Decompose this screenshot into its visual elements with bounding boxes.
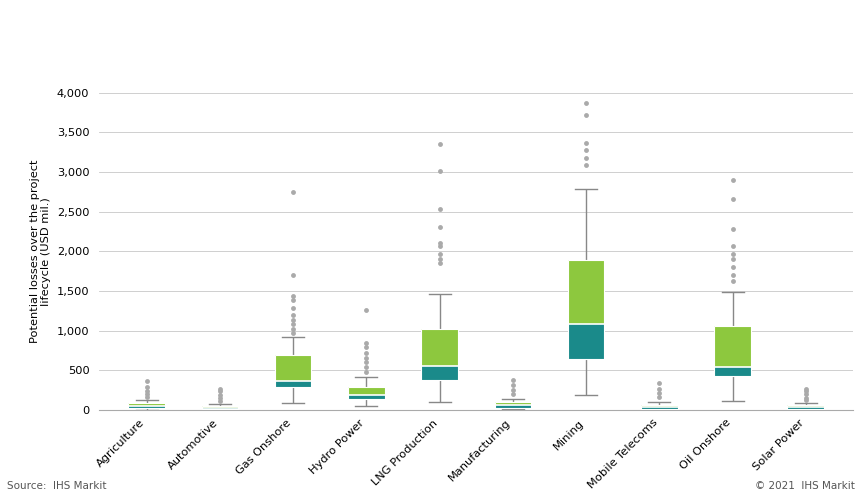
Bar [567,260,604,359]
Bar [128,404,164,408]
Bar [275,355,311,380]
Bar [567,324,604,359]
Bar [275,355,311,387]
Bar [348,386,384,396]
Text: 2021: 2021 [9,52,44,64]
Bar [128,404,164,406]
Bar [421,329,457,366]
Bar [494,402,530,405]
Bar [787,407,823,409]
Bar [714,326,750,366]
Text: Trends in potential losses to Net Present Value over the lifecycle of a project : Trends in potential losses to Net Presen… [9,15,778,28]
Text: Source:  IHS Markit: Source: IHS Markit [7,481,106,491]
Bar [348,386,384,400]
Bar [494,402,530,408]
Bar [201,406,238,410]
Y-axis label: Potential losses over the project
lifecycle (USD mil.): Potential losses over the project lifecy… [29,160,51,343]
Bar [787,405,823,407]
Bar [128,406,164,408]
Bar [275,380,311,387]
Bar [641,407,677,409]
Text: © 2021  IHS Markit: © 2021 IHS Markit [754,481,854,491]
Bar [421,329,457,380]
Bar [567,260,604,324]
Bar [421,366,457,380]
Bar [714,326,750,376]
Bar [787,405,823,409]
Bar [714,366,750,376]
Bar [348,396,384,400]
Bar [494,405,530,408]
Bar [641,405,677,407]
Bar [201,408,238,410]
Bar [641,405,677,409]
Bar [201,406,238,408]
